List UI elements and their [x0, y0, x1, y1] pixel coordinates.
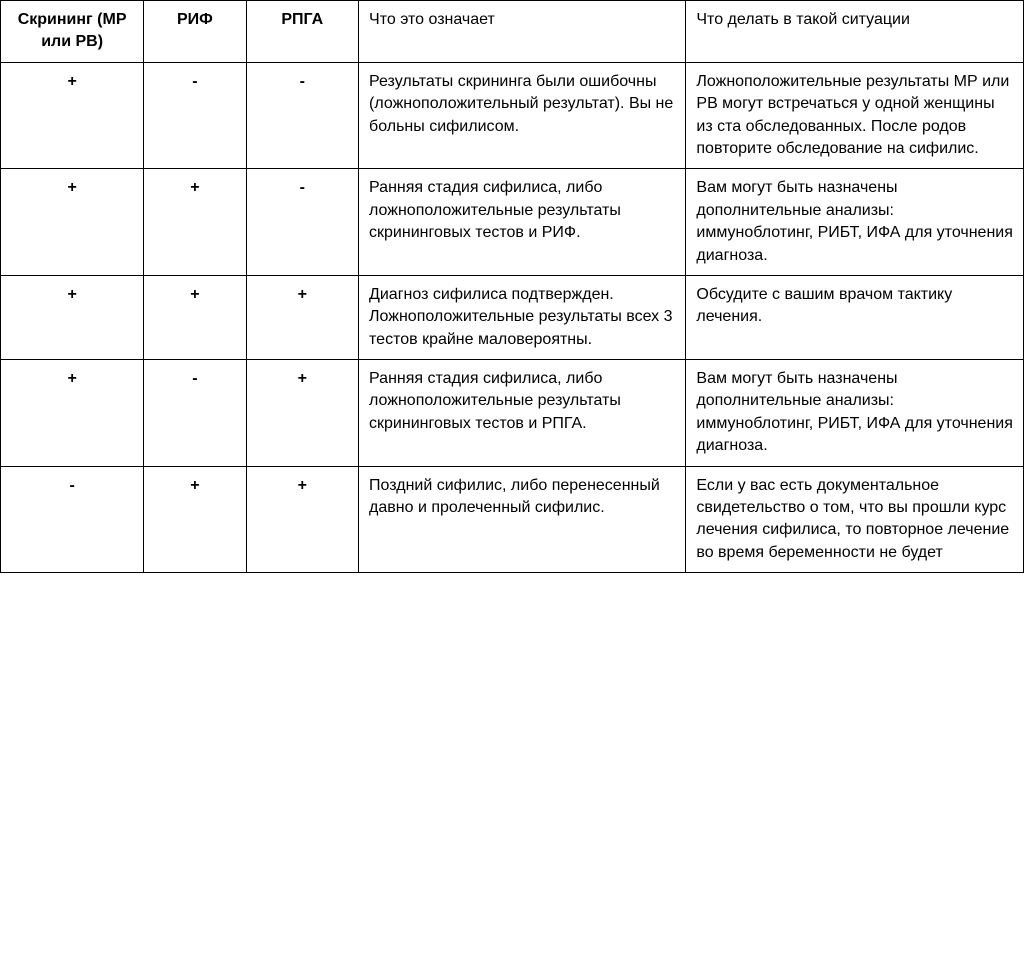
cell-rif: -: [144, 62, 246, 169]
cell-meaning: Результаты скрининга были ошибочны (ложн…: [359, 62, 686, 169]
cell-rif: +: [144, 466, 246, 573]
table-row: - + + Поздний сифилис, либо перенесенный…: [1, 466, 1024, 573]
cell-rif: +: [144, 169, 246, 276]
cell-screening: +: [1, 275, 144, 359]
cell-rpga: +: [246, 275, 359, 359]
cell-action: Ложноположительные результаты МР или РВ …: [686, 62, 1024, 169]
cell-action: Вам могут быть назначены дополнительные …: [686, 169, 1024, 276]
table-row: + - - Результаты скрининга были ошибочны…: [1, 62, 1024, 169]
cell-meaning: Ранняя стадия сифилиса, либо ложноположи…: [359, 360, 686, 467]
cell-screening: +: [1, 360, 144, 467]
header-screening: Скрининг (МР или РВ): [1, 1, 144, 63]
cell-rpga: -: [246, 62, 359, 169]
header-action: Что делать в такой ситуации: [686, 1, 1024, 63]
table-row: + + + Диагноз сифилиса подтвержден. Ложн…: [1, 275, 1024, 359]
cell-rif: +: [144, 275, 246, 359]
header-meaning: Что это означает: [359, 1, 686, 63]
cell-screening: -: [1, 466, 144, 573]
cell-rpga: +: [246, 466, 359, 573]
cell-screening: +: [1, 169, 144, 276]
cell-meaning: Поздний сифилис, либо перенесенный давно…: [359, 466, 686, 573]
cell-meaning: Диагноз сифилиса подтвержден. Ложнополож…: [359, 275, 686, 359]
cell-rif: -: [144, 360, 246, 467]
cell-action: Вам могут быть назначены дополнительные …: [686, 360, 1024, 467]
cell-action: Обсудите с вашим врачом тактику лечения.: [686, 275, 1024, 359]
table-row: + - + Ранняя стадия сифилиса, либо ложно…: [1, 360, 1024, 467]
header-rif: РИФ: [144, 1, 246, 63]
table-header-row: Скрининг (МР или РВ) РИФ РПГА Что это оз…: [1, 1, 1024, 63]
cell-screening: +: [1, 62, 144, 169]
syphilis-results-table: Скрининг (МР или РВ) РИФ РПГА Что это оз…: [0, 0, 1024, 573]
header-rpga: РПГА: [246, 1, 359, 63]
cell-rpga: -: [246, 169, 359, 276]
table-row: + + - Ранняя стадия сифилиса, либо ложно…: [1, 169, 1024, 276]
cell-rpga: +: [246, 360, 359, 467]
cell-action: Если у вас есть документальное свидетель…: [686, 466, 1024, 573]
cell-meaning: Ранняя стадия сифилиса, либо ложноположи…: [359, 169, 686, 276]
